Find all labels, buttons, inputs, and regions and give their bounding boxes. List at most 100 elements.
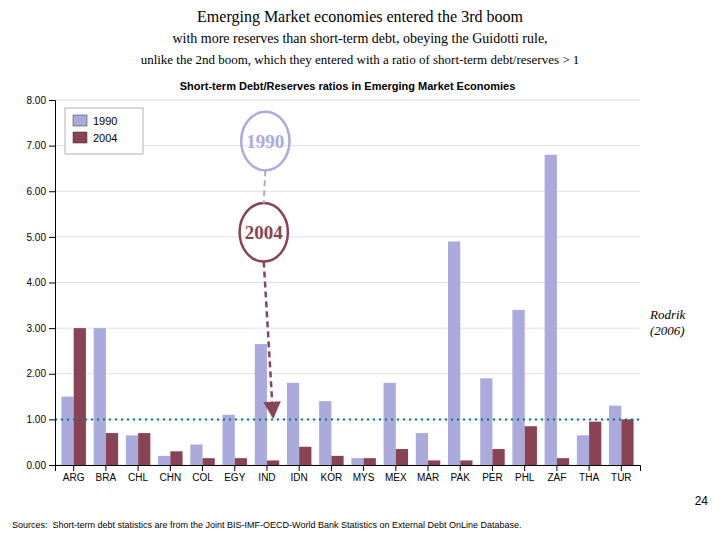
- x-tick: KOR: [321, 465, 343, 483]
- x-tick-label: CHL: [128, 472, 148, 483]
- bar: [267, 460, 279, 465]
- x-tick-label: ZAF: [547, 472, 566, 483]
- bar-series: [74, 328, 634, 465]
- bar: [170, 451, 182, 465]
- x-axis-line: [56, 466, 641, 472]
- y-tick: 1.00: [27, 414, 55, 425]
- x-tick-mark: [202, 465, 203, 471]
- x-tick-label: ARG: [63, 472, 85, 483]
- x-tick: ARG: [63, 465, 85, 483]
- y-axis-line: [49, 101, 56, 466]
- y-tick: 5.00: [27, 232, 55, 243]
- bar: [525, 426, 537, 465]
- x-tick-label: PER: [482, 472, 503, 483]
- x-tick-mark: [589, 465, 590, 471]
- legend-frame: [65, 108, 143, 154]
- y-tick-mark: [49, 100, 55, 101]
- bar: [428, 460, 440, 465]
- x-tick-mark: [266, 465, 267, 471]
- x-tick: TUR: [611, 465, 632, 483]
- annotation-ellipse: [240, 203, 288, 261]
- x-tick: MYS: [353, 465, 375, 483]
- bar: [106, 433, 118, 465]
- x-tick-label: CHN: [159, 472, 181, 483]
- page-number: 24: [695, 494, 709, 508]
- x-tick-label: TUR: [611, 472, 632, 483]
- x-tick-label: BRA: [96, 472, 117, 483]
- bar: [319, 401, 331, 465]
- x-tick: BRA: [96, 465, 117, 483]
- bar: [512, 310, 524, 465]
- x-tick-mark: [621, 465, 622, 471]
- y-tick: 4.00: [27, 277, 55, 288]
- x-tick-mark: [524, 465, 525, 471]
- legend-swatch: [73, 115, 87, 126]
- bar: [364, 458, 376, 465]
- grid-line: [55, 100, 640, 101]
- x-tick-label: EGY: [224, 472, 245, 483]
- legend-swatch: [73, 132, 87, 143]
- annotation: 2004: [245, 222, 284, 243]
- x-tick-mark: [138, 465, 139, 471]
- bar: [94, 328, 106, 465]
- y-tick-mark: [49, 146, 55, 147]
- x-axis: ARGBRACHLCHNCOLEGYINDIDNKORMYSMEXMARPAKP…: [56, 465, 641, 483]
- bar: [351, 458, 363, 465]
- x-tick-label: IND: [258, 472, 275, 483]
- x-tick-mark: [492, 465, 493, 471]
- title: unlike the 2nd boom, which they entered …: [141, 52, 580, 67]
- x-tick-label: MAR: [417, 472, 439, 483]
- bar: [492, 449, 504, 465]
- bar: [331, 456, 343, 465]
- bar: [235, 458, 247, 465]
- x-tick: PAK: [451, 465, 471, 483]
- y-tick-mark: [49, 465, 55, 466]
- x-tick-label: MEX: [385, 472, 407, 483]
- y-tick-label: 5.00: [27, 232, 47, 243]
- x-tick-mark: [363, 465, 364, 471]
- x-tick-mark: [395, 465, 396, 471]
- annotation-connector: [264, 170, 266, 203]
- grid: [55, 100, 640, 465]
- y-tick-mark: [49, 191, 55, 192]
- y-tick-mark: [49, 328, 55, 329]
- legend: 1990 2004: [65, 108, 143, 154]
- annotation-arrow: [264, 262, 273, 418]
- bar: [589, 422, 601, 465]
- x-tick: EGY: [224, 465, 245, 483]
- legend-label: 2004: [93, 132, 117, 144]
- source: Sources: Short-term debt statistics are …: [12, 520, 522, 530]
- y-tick-label: 4.00: [27, 277, 47, 288]
- bar: [223, 415, 235, 465]
- bar: [287, 383, 299, 465]
- y-tick-label: 3.00: [27, 323, 47, 334]
- bar: [416, 433, 428, 465]
- x-tick: ZAF: [547, 465, 566, 483]
- y-tick-label: 7.00: [27, 140, 47, 151]
- reference-line: [55, 418, 640, 420]
- bar: [255, 344, 267, 465]
- x-tick-mark: [234, 465, 235, 471]
- bar: [460, 460, 472, 465]
- annotation: Rodrik(2006): [649, 307, 686, 338]
- y-tick: 8.00: [27, 95, 55, 106]
- x-tick-mark: [460, 465, 461, 471]
- y-tick-label: 6.00: [27, 186, 47, 197]
- title: with more reserves than short-term debt,…: [172, 31, 547, 46]
- x-tick: CHN: [159, 465, 181, 483]
- bar: [480, 378, 492, 465]
- x-tick-mark: [556, 465, 557, 471]
- y-tick-label: 2.00: [27, 368, 47, 379]
- bar: [557, 458, 569, 465]
- annotation-line: Rodrik: [649, 307, 686, 322]
- x-tick-label: IDN: [291, 472, 308, 483]
- y-tick-label: 0.00: [27, 460, 47, 471]
- legend-item: 1990: [73, 115, 117, 127]
- bar: [61, 397, 73, 465]
- bar: [138, 433, 150, 465]
- bar: [299, 447, 311, 465]
- x-tick-label: PAK: [451, 472, 471, 483]
- bar: [158, 456, 170, 465]
- x-tick: CHL: [128, 465, 148, 483]
- x-tick-label: THA: [579, 472, 599, 483]
